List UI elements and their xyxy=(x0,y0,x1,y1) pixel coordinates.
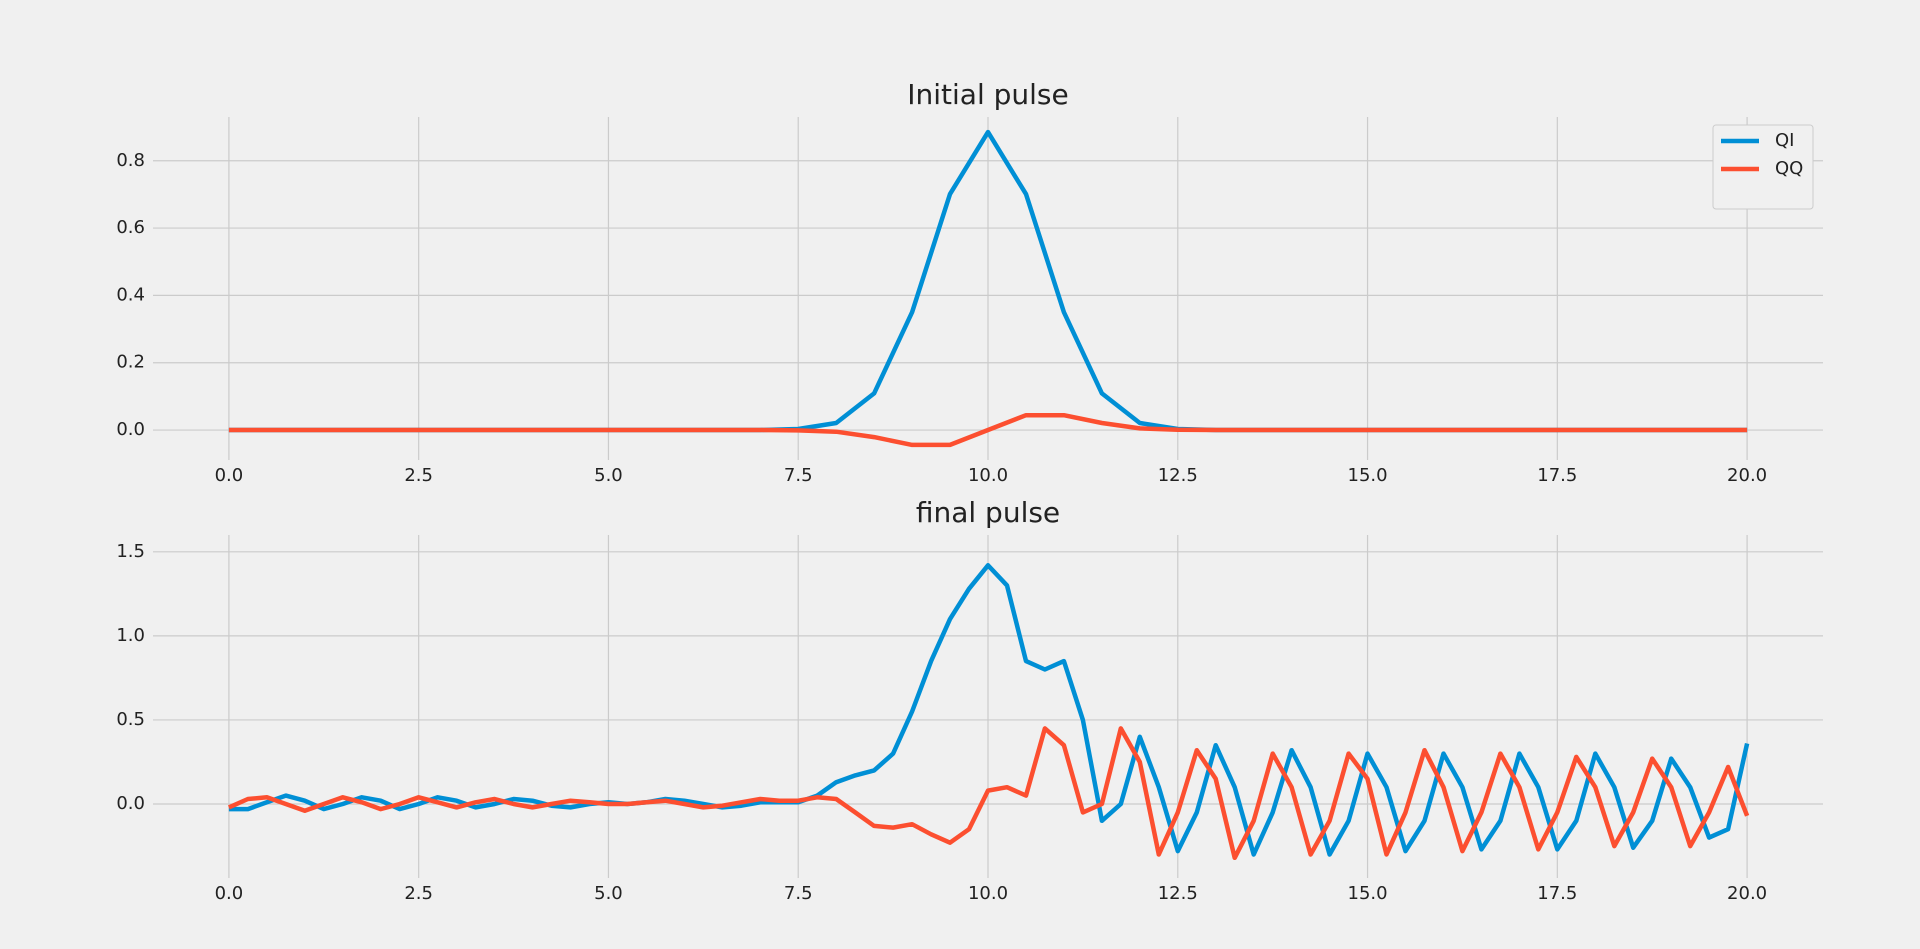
x-tick-label: 7.5 xyxy=(784,465,813,486)
x-tick-label: 15.0 xyxy=(1348,465,1388,486)
y-tick-label: 1.0 xyxy=(116,625,145,646)
x-tick-label: 2.5 xyxy=(404,465,433,486)
x-tick-label: 5.0 xyxy=(594,883,623,904)
legend-box xyxy=(1712,124,1814,210)
x-tick-label: 7.5 xyxy=(784,883,813,904)
y-tick-label: 0.6 xyxy=(116,217,145,238)
y-tick-label: 0.0 xyxy=(116,793,145,814)
x-tick-label: 12.5 xyxy=(1158,465,1198,486)
series-line xyxy=(228,412,1748,448)
x-tick-label: 10.0 xyxy=(968,883,1008,904)
chart-title: Initial pulse xyxy=(907,78,1069,111)
series-line xyxy=(227,726,1750,861)
x-tick-label: 15.0 xyxy=(1348,883,1388,904)
series-line xyxy=(228,563,1750,857)
legend-label: QI xyxy=(1775,130,1794,151)
x-tick-label: 20.0 xyxy=(1727,465,1767,486)
chart-title: final pulse xyxy=(916,496,1060,529)
x-tick-label: 17.5 xyxy=(1537,465,1577,486)
y-tick-label: 0.5 xyxy=(116,709,145,730)
x-tick-label: 0.0 xyxy=(215,883,244,904)
x-tick-label: 17.5 xyxy=(1537,883,1577,904)
x-tick-label: 0.0 xyxy=(215,465,244,486)
y-tick-label: 1.5 xyxy=(116,541,145,562)
y-tick-label: 0.8 xyxy=(116,150,145,171)
x-tick-label: 20.0 xyxy=(1727,883,1767,904)
legend-label: QQ xyxy=(1775,158,1803,179)
y-tick-label: 0.4 xyxy=(116,284,145,305)
x-tick-label: 5.0 xyxy=(594,465,623,486)
y-tick-label: 0.0 xyxy=(116,419,145,440)
y-tick-label: 0.2 xyxy=(116,352,145,373)
x-tick-label: 2.5 xyxy=(404,883,433,904)
x-tick-label: 12.5 xyxy=(1158,883,1198,904)
x-tick-label: 10.0 xyxy=(968,465,1008,486)
